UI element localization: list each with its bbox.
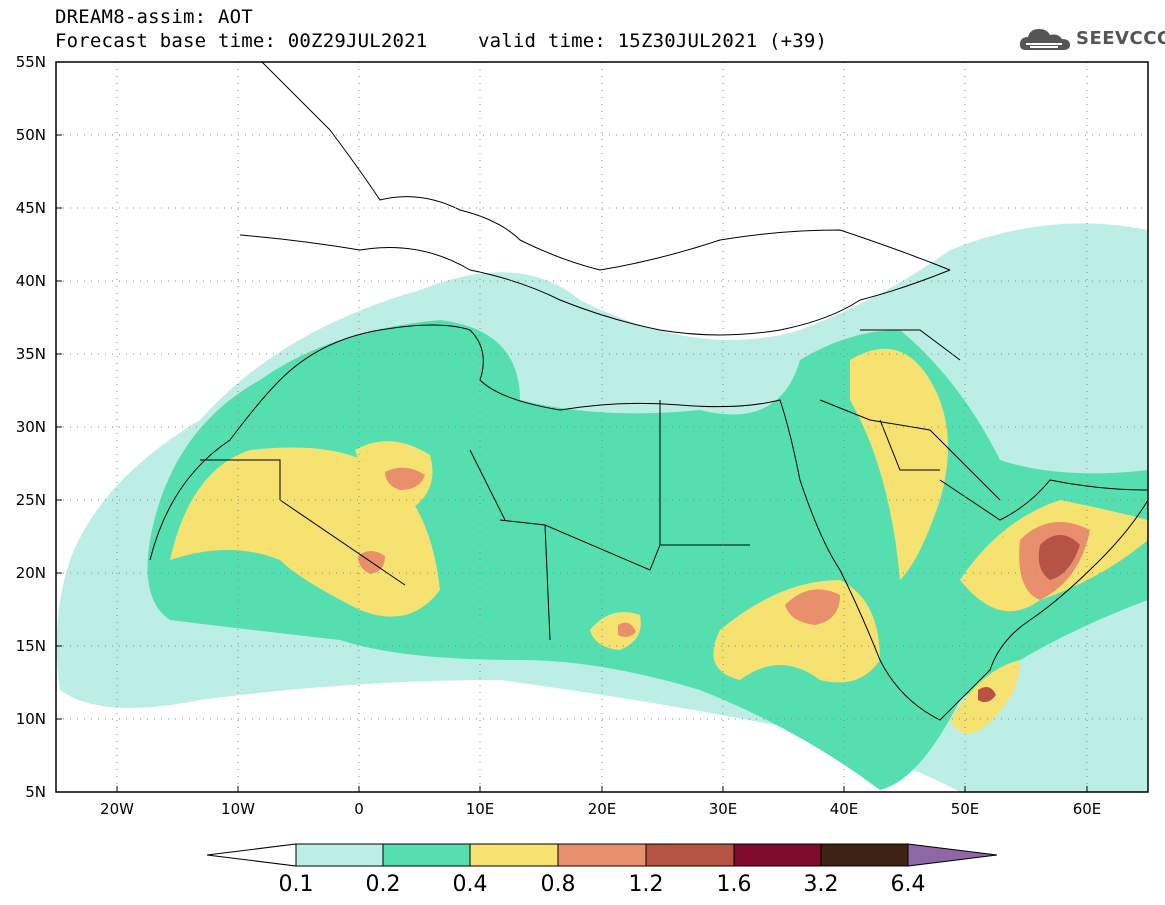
lon-label: 50E xyxy=(950,800,980,818)
valid-time: valid time: 15Z30JUL2021 (+39) xyxy=(478,30,828,52)
colorbar-swatch xyxy=(645,843,735,867)
colorbar-label: 6.4 xyxy=(890,872,926,897)
lon-label: 40E xyxy=(829,800,859,818)
colorbar-over-arrow xyxy=(907,843,998,867)
colorbar xyxy=(206,843,998,867)
cloud-icon xyxy=(1019,29,1070,50)
lat-label: 25N xyxy=(15,491,46,509)
lat-label: 30N xyxy=(15,418,46,436)
colorbar-under-arrow xyxy=(206,843,297,867)
lat-label: 50N xyxy=(15,126,46,144)
colorbar-label: 1.6 xyxy=(716,872,752,897)
lon-label: 10E xyxy=(465,800,495,818)
lat-label: 5N xyxy=(25,783,46,801)
colorbar-label: 1.2 xyxy=(628,872,664,897)
colorbar-label: 0.8 xyxy=(540,872,576,897)
map-title: DREAM8-assim: AOT xyxy=(55,6,253,28)
graticule xyxy=(56,62,1148,792)
lon-label: 20W xyxy=(100,800,134,818)
logo-text: SEEVCCC xyxy=(1076,28,1165,49)
colorbar-label: 0.2 xyxy=(365,872,401,897)
colorbar-swatch xyxy=(382,843,471,867)
lat-label: 10N xyxy=(15,710,46,728)
coastlines xyxy=(149,62,1148,721)
lat-label: 55N xyxy=(15,53,46,71)
lat-label: 15N xyxy=(15,637,46,655)
colorbar-label: 3.2 xyxy=(803,872,839,897)
lat-label: 45N xyxy=(15,199,46,217)
colorbar-label: 0.1 xyxy=(278,872,314,897)
lon-label: 20E xyxy=(587,800,617,818)
forecast-base-time: Forecast base time: 00Z29JUL2021 xyxy=(55,30,428,52)
colorbar-swatch xyxy=(469,843,559,867)
lon-label: 60E xyxy=(1072,800,1102,818)
colorbar-swatch xyxy=(295,843,384,867)
aot-field xyxy=(56,223,1148,792)
lon-label: 30E xyxy=(708,800,738,818)
lat-label: 35N xyxy=(15,345,46,363)
colorbar-label: 0.4 xyxy=(452,872,488,897)
colorbar-swatch xyxy=(820,843,909,867)
colorbar-swatch xyxy=(557,843,647,867)
lon-label: 10W xyxy=(221,800,255,818)
lat-label: 40N xyxy=(15,272,46,290)
axis-ticks xyxy=(56,61,1088,793)
lon-label: 0 xyxy=(354,800,364,818)
lat-label: 20N xyxy=(15,564,46,582)
colorbar-swatch xyxy=(733,843,822,867)
seevccc-logo: SEEVCCC xyxy=(1018,22,1165,56)
